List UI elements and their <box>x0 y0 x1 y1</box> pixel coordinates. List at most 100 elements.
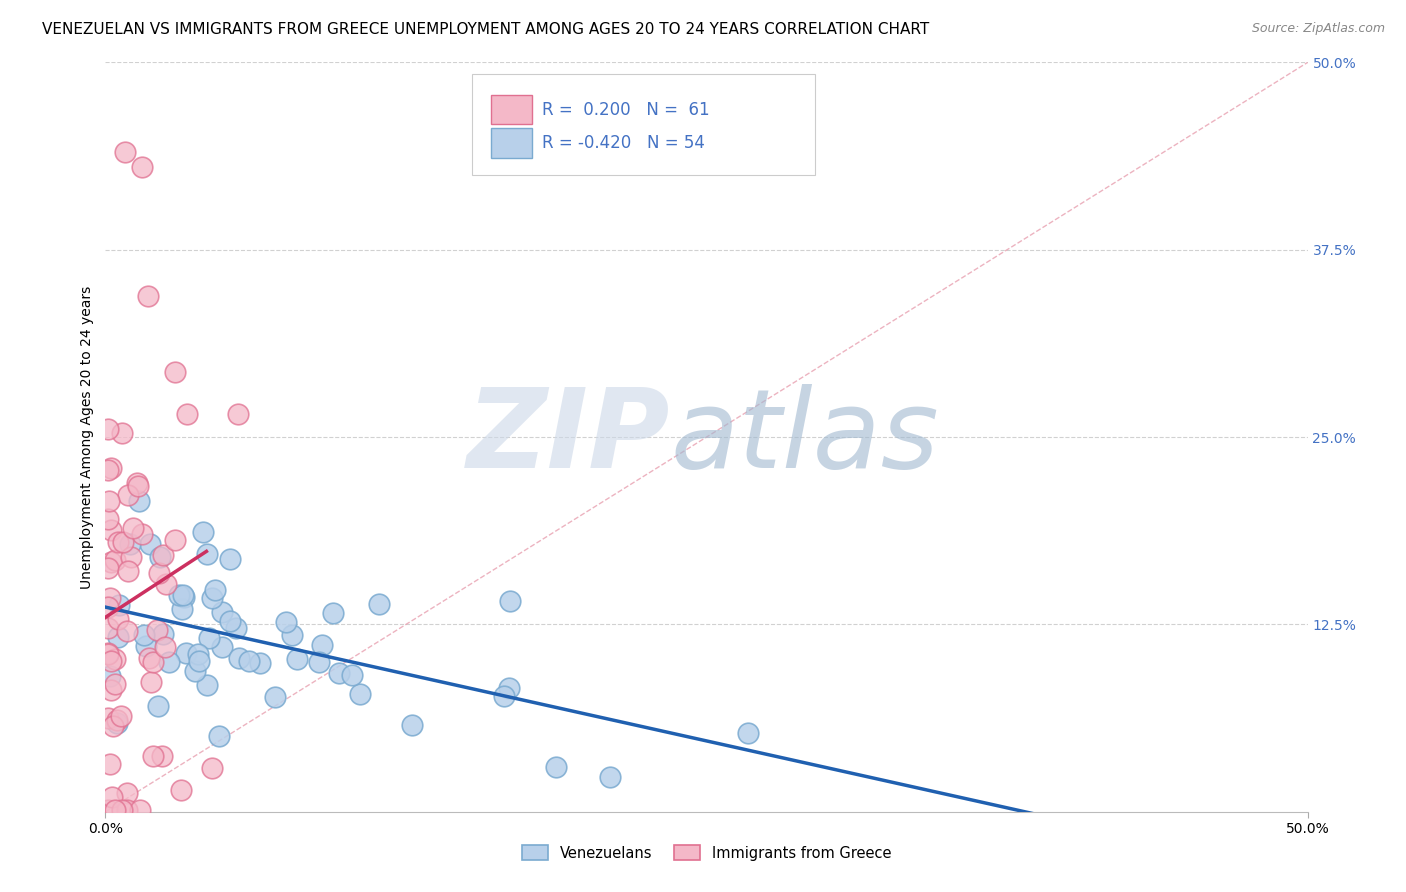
Point <box>97 621 120 635</box>
Point <box>97 646 120 660</box>
Point <box>173 590 195 604</box>
Point <box>114 145 136 160</box>
Point <box>100 654 122 668</box>
FancyBboxPatch shape <box>491 128 533 158</box>
Point <box>105 713 128 727</box>
Point <box>544 760 567 774</box>
Point <box>172 602 194 616</box>
Point <box>98 591 121 605</box>
Point <box>104 652 127 666</box>
Point <box>150 748 173 763</box>
Point <box>117 786 139 800</box>
Point <box>201 761 224 775</box>
Point <box>285 652 308 666</box>
Point <box>176 407 198 421</box>
FancyBboxPatch shape <box>472 74 814 175</box>
Point <box>110 709 132 723</box>
Point <box>142 655 165 669</box>
Point <box>97 421 120 435</box>
Point <box>111 425 134 440</box>
Point <box>263 690 285 704</box>
Point <box>211 640 233 654</box>
Point <box>499 594 522 608</box>
Point <box>117 564 139 578</box>
Point <box>187 647 209 661</box>
Point <box>368 597 391 611</box>
Point <box>98 494 121 508</box>
Point <box>498 681 520 695</box>
Point <box>138 651 160 665</box>
Point <box>97 511 120 525</box>
Point <box>204 582 226 597</box>
Point <box>198 631 221 645</box>
Point <box>155 577 177 591</box>
Point <box>131 161 153 175</box>
Point <box>208 729 231 743</box>
Point <box>101 789 124 804</box>
Point <box>108 599 131 613</box>
Point <box>97 803 120 817</box>
Text: Source: ZipAtlas.com: Source: ZipAtlas.com <box>1251 22 1385 36</box>
Point <box>340 667 363 681</box>
Point <box>98 668 121 682</box>
Point <box>135 639 157 653</box>
Point <box>136 289 159 303</box>
Point <box>280 627 302 641</box>
Point <box>97 560 120 574</box>
Point <box>195 547 218 561</box>
Point <box>211 605 233 619</box>
Point <box>100 555 122 569</box>
Point <box>100 461 122 475</box>
Point <box>225 621 247 635</box>
Point <box>737 726 759 740</box>
Point <box>195 678 218 692</box>
Point <box>165 533 187 547</box>
Text: ZIP: ZIP <box>467 384 671 491</box>
Point <box>142 749 165 764</box>
Point <box>188 654 211 668</box>
Point <box>121 521 143 535</box>
Point <box>100 683 122 698</box>
Point <box>98 757 121 772</box>
Point <box>219 614 242 628</box>
Point <box>328 666 350 681</box>
Point <box>311 639 333 653</box>
Legend: Venezuelans, Immigrants from Greece: Venezuelans, Immigrants from Greece <box>515 838 898 868</box>
Point <box>97 711 120 725</box>
Text: atlas: atlas <box>671 384 939 491</box>
Point <box>128 494 150 508</box>
Point <box>125 476 148 491</box>
Point <box>191 524 214 539</box>
Point <box>112 534 135 549</box>
Point <box>104 803 127 817</box>
Point <box>115 803 138 817</box>
Point <box>174 646 197 660</box>
Text: VENEZUELAN VS IMMIGRANTS FROM GREECE UNEMPLOYMENT AMONG AGES 20 TO 24 YEARS CORR: VENEZUELAN VS IMMIGRANTS FROM GREECE UNE… <box>42 22 929 37</box>
Point <box>141 675 163 690</box>
Point <box>146 698 169 713</box>
Point <box>152 549 174 563</box>
Point <box>494 689 516 703</box>
Point <box>148 566 170 581</box>
Point <box>110 803 132 817</box>
Point <box>105 716 128 731</box>
Y-axis label: Unemployment Among Ages 20 to 24 years: Unemployment Among Ages 20 to 24 years <box>80 285 94 589</box>
Point <box>599 770 621 784</box>
Point <box>131 527 153 541</box>
Point <box>120 549 142 564</box>
Point <box>127 479 149 493</box>
FancyBboxPatch shape <box>491 95 533 124</box>
Point <box>115 624 138 639</box>
Point <box>184 664 207 678</box>
Text: R =  0.200   N =  61: R = 0.200 N = 61 <box>541 101 710 119</box>
Point <box>132 628 155 642</box>
Point <box>97 599 120 614</box>
Point <box>100 523 122 537</box>
Point <box>107 612 129 626</box>
Point <box>97 648 120 662</box>
Point <box>163 365 186 379</box>
Point <box>149 550 172 565</box>
Point <box>138 537 160 551</box>
Point <box>153 640 176 655</box>
Point <box>172 589 194 603</box>
